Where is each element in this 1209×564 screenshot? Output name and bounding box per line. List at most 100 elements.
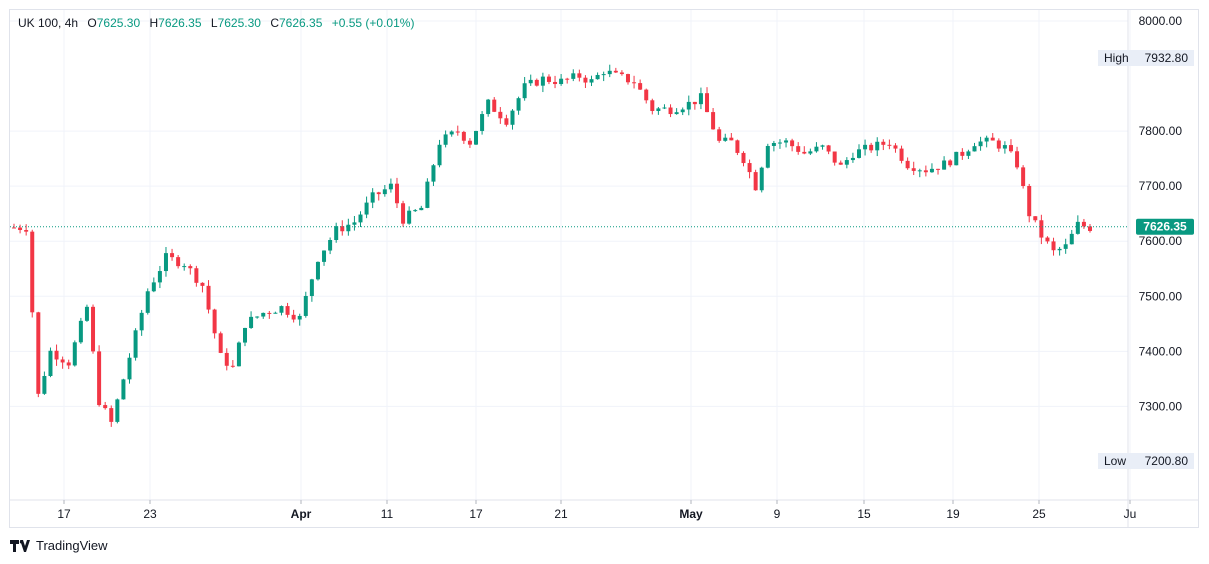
candle[interactable] xyxy=(705,87,710,113)
candle[interactable] xyxy=(692,101,697,110)
candle[interactable] xyxy=(856,144,861,159)
candle[interactable] xyxy=(388,178,393,193)
candle[interactable] xyxy=(54,344,59,366)
candle[interactable] xyxy=(504,114,509,127)
candle[interactable] xyxy=(893,143,898,153)
candle[interactable] xyxy=(723,133,728,142)
candle[interactable] xyxy=(145,288,150,315)
candle[interactable] xyxy=(784,138,789,148)
candle[interactable] xyxy=(176,254,181,269)
candle[interactable] xyxy=(303,291,308,318)
candle[interactable] xyxy=(954,151,959,166)
candle[interactable] xyxy=(273,311,278,314)
candle[interactable] xyxy=(267,310,272,319)
candle[interactable] xyxy=(1057,246,1062,256)
candle[interactable] xyxy=(401,200,406,227)
candle[interactable] xyxy=(1015,146,1020,170)
candle[interactable] xyxy=(589,75,594,87)
candle[interactable] xyxy=(163,246,168,277)
candle[interactable] xyxy=(30,229,35,318)
candle[interactable] xyxy=(632,75,637,89)
candle[interactable] xyxy=(753,169,758,191)
candle[interactable] xyxy=(996,138,1001,152)
candle[interactable] xyxy=(382,184,387,197)
candle[interactable] xyxy=(826,144,831,155)
candle[interactable] xyxy=(960,148,965,160)
candle[interactable] xyxy=(109,405,114,427)
candle[interactable] xyxy=(650,98,655,115)
candle[interactable] xyxy=(431,164,436,186)
candle[interactable] xyxy=(711,108,716,130)
candle[interactable] xyxy=(735,139,740,156)
candle[interactable] xyxy=(942,156,947,170)
candle[interactable] xyxy=(869,142,874,153)
candle[interactable] xyxy=(224,348,229,371)
candle[interactable] xyxy=(127,353,132,384)
candle[interactable] xyxy=(1075,215,1080,235)
candle[interactable] xyxy=(929,163,934,173)
candle[interactable] xyxy=(759,166,764,193)
candle[interactable] xyxy=(972,142,977,152)
candle[interactable] xyxy=(1051,237,1056,256)
candle[interactable] xyxy=(540,72,545,93)
candle[interactable] xyxy=(522,76,527,101)
candle[interactable] xyxy=(1045,236,1050,244)
candle[interactable] xyxy=(1039,214,1044,245)
candle[interactable] xyxy=(394,177,399,209)
candle[interactable] xyxy=(121,378,126,400)
candle[interactable] xyxy=(638,79,643,90)
candle[interactable] xyxy=(370,188,375,209)
candle[interactable] xyxy=(322,250,327,266)
candle[interactable] xyxy=(838,160,843,165)
candle[interactable] xyxy=(887,139,892,150)
candle[interactable] xyxy=(315,261,320,281)
candle[interactable] xyxy=(790,138,795,152)
candle[interactable] xyxy=(309,278,314,302)
candle[interactable] xyxy=(802,146,807,155)
candle[interactable] xyxy=(66,359,71,370)
candle[interactable] xyxy=(546,74,551,85)
candle[interactable] xyxy=(905,157,910,170)
candle[interactable] xyxy=(279,305,284,316)
candle[interactable] xyxy=(820,144,825,150)
candle[interactable] xyxy=(613,67,618,74)
candle[interactable] xyxy=(243,327,248,347)
candle[interactable] xyxy=(595,72,600,80)
candle[interactable] xyxy=(553,75,558,89)
candle[interactable] xyxy=(364,196,369,219)
candle[interactable] xyxy=(796,142,801,155)
candle[interactable] xyxy=(480,111,485,135)
candle[interactable] xyxy=(103,401,108,410)
candle[interactable] xyxy=(419,205,424,211)
candle[interactable] xyxy=(899,145,904,164)
candle[interactable] xyxy=(686,95,691,116)
candle[interactable] xyxy=(777,139,782,149)
candle[interactable] xyxy=(911,161,916,176)
candle[interactable] xyxy=(194,265,199,287)
candle[interactable] xyxy=(1021,165,1026,189)
candle[interactable] xyxy=(42,371,47,395)
candle[interactable] xyxy=(747,159,752,179)
candle[interactable] xyxy=(978,136,983,151)
tradingview-brand[interactable]: TradingView xyxy=(10,538,108,553)
candle[interactable] xyxy=(917,168,922,178)
candle[interactable] xyxy=(698,87,703,110)
interval[interactable]: 4h xyxy=(64,16,79,30)
candle[interactable] xyxy=(340,220,345,236)
candle[interactable] xyxy=(1008,139,1013,153)
candle[interactable] xyxy=(407,206,412,225)
candle[interactable] xyxy=(84,304,89,322)
candle[interactable] xyxy=(644,88,649,104)
candle[interactable] xyxy=(808,148,813,156)
candle[interactable] xyxy=(328,237,333,255)
candle[interactable] xyxy=(188,264,193,275)
candle[interactable] xyxy=(437,139,442,168)
candle[interactable] xyxy=(151,277,156,293)
candle[interactable] xyxy=(559,74,564,86)
candle[interactable] xyxy=(814,142,819,153)
candle[interactable] xyxy=(948,159,953,168)
candle[interactable] xyxy=(182,263,187,271)
candle[interactable] xyxy=(844,157,849,169)
candle[interactable] xyxy=(36,311,41,398)
candle[interactable] xyxy=(91,304,96,354)
